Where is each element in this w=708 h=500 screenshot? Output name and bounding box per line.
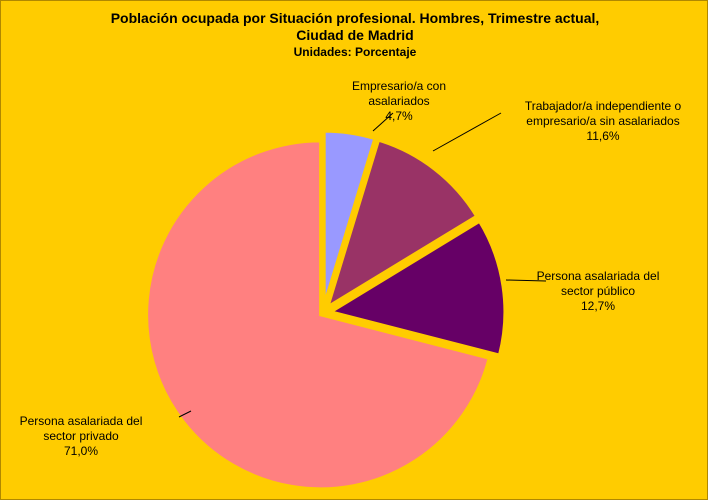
slice-label: Persona asalariada del sector público 12,… — [533, 269, 663, 314]
slice-label: Empresario/a con asalariados 4,7% — [339, 79, 459, 124]
value-label: 11,6% — [586, 129, 620, 143]
chart-subtitle: Unidades: Porcentaje — [293, 45, 417, 59]
pie-slice — [325, 138, 479, 311]
category-label: Trabajador/a independiente o empresario/… — [524, 99, 682, 128]
pie-slice — [322, 129, 377, 306]
leader-line — [432, 112, 502, 152]
pie-slice — [327, 219, 507, 357]
chart-title: Población ocupada por Situación profesio… — [110, 10, 600, 43]
leader-line — [178, 410, 192, 418]
category-label: Empresario/a con asalariados — [351, 79, 447, 108]
pie-slice — [145, 139, 491, 491]
value-label: 71,0% — [63, 444, 99, 458]
value-label: 4,7% — [385, 109, 413, 123]
value-label: 12,7% — [580, 299, 616, 313]
category-label: Persona asalariada del sector público — [536, 269, 660, 298]
leader-line — [372, 112, 394, 132]
category-label: Persona asalariada del sector privado — [19, 414, 143, 443]
slice-label: Persona asalariada del sector privado 71,… — [11, 414, 151, 459]
slice-label: Trabajador/a independiente o empresario/… — [503, 99, 703, 144]
leader-line — [505, 279, 547, 282]
